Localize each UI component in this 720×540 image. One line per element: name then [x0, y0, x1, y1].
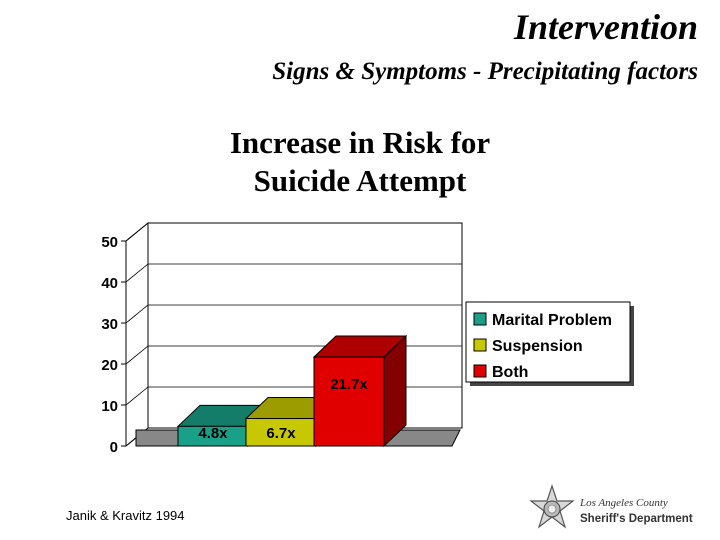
gridline-4 — [125, 263, 462, 283]
logo-department-text: Sheriff's Department — [580, 513, 693, 525]
legend-label-3: Both — [492, 364, 528, 381]
bar-2-front — [245, 418, 317, 447]
chart-legend: Marital Problem Suspension Both — [465, 301, 634, 386]
y-tick-label-2: 20 — [101, 357, 118, 374]
y-tick-label-1: 10 — [101, 398, 118, 415]
slide-subtitle: Signs & Symptoms - Precipitating factors — [272, 58, 698, 85]
legend-label-1: Marital Problem — [492, 312, 612, 329]
legend-box — [465, 301, 631, 383]
slide-title: Intervention — [513, 7, 698, 47]
legend-swatch-2 — [473, 338, 487, 352]
chart-title-line-2: Suicide Attempt — [253, 163, 467, 198]
data-label-3: 21.7x — [330, 376, 368, 393]
chart-side-wall — [125, 221, 149, 448]
sheriff-logo: Los Angeles County Sheriff's Department — [529, 484, 693, 529]
data-label-2: 6.7x — [266, 425, 296, 442]
citation: Janik & Kravitz 1994 — [66, 508, 185, 523]
y-tick-label-0: 0 — [110, 439, 118, 456]
legend-swatch-1 — [473, 312, 487, 326]
data-label-1: 4.8x — [198, 425, 228, 442]
y-tick-label-5: 50 — [101, 234, 118, 251]
legend-swatch-3 — [473, 364, 487, 378]
chart-title-line-1: Increase in Risk for — [229, 125, 491, 160]
bar-3: 21.7x — [312, 334, 408, 448]
logo-county-text: Los Angeles County — [579, 497, 668, 509]
gridline-3 — [125, 304, 462, 324]
y-tick-label-4: 40 — [101, 275, 118, 292]
bar-3-front — [313, 356, 385, 447]
chart-title: Increase in Risk for Suicide Attempt — [160, 124, 560, 200]
sheriff-star-badge-icon — [529, 484, 575, 529]
y-tick-label-3: 30 — [101, 316, 118, 333]
legend-label-2: Suspension — [492, 338, 583, 355]
gridline-5 — [125, 222, 462, 242]
